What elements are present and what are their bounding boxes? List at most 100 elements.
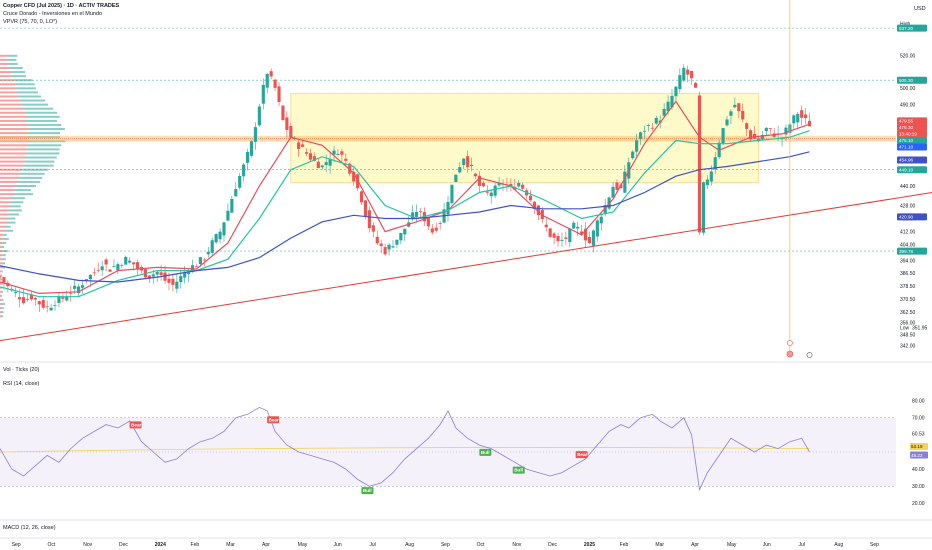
profile-bar-down [0, 128, 29, 130]
rsi-legend[interactable]: RSI (14, close) [3, 380, 39, 388]
legend-indicator[interactable]: VPVR (75, 70, 0, LO*) [3, 18, 119, 26]
profile-bar-up [12, 75, 26, 77]
profile-bar-up [1, 291, 3, 293]
candle-body [403, 229, 406, 235]
candle-body [387, 245, 390, 250]
candle-body [364, 200, 367, 216]
profile-bar-up [27, 148, 60, 150]
profile-bar-up [1, 295, 2, 297]
time-tick-label: Jun [334, 542, 342, 548]
candle-body [171, 279, 174, 285]
candle-body [682, 68, 685, 81]
candle-body [568, 228, 571, 242]
profile-bar-down [0, 246, 2, 248]
profile-bar-up [1, 279, 2, 281]
candle-body [643, 131, 646, 132]
rsi-tick-label: 30.00 [912, 484, 925, 490]
profile-bar-down [0, 230, 6, 232]
profile-bar-down [0, 116, 27, 118]
price-tick-label: 370.50 [900, 297, 916, 303]
candle-body [439, 223, 442, 224]
candle-body [218, 232, 221, 240]
profile-bar-down [0, 108, 24, 110]
profile-bar-down [0, 165, 24, 167]
candle-body [89, 275, 92, 279]
profile-bar-up [20, 173, 45, 175]
candle-body [745, 123, 748, 129]
time-tick-label: Jun [763, 542, 771, 548]
time-tick-label: 2024 [155, 542, 166, 548]
candle-body [305, 152, 308, 154]
profile-bar-down [0, 291, 1, 293]
profile-bar-down [0, 315, 1, 317]
volume-profile [0, 55, 66, 317]
profile-bar-up [7, 59, 16, 61]
profile-bar-up [9, 213, 19, 215]
candle-body [482, 183, 485, 186]
time-tick-label: Jul [798, 542, 804, 548]
profile-bar-down [0, 148, 27, 150]
candle-body [42, 300, 45, 308]
time-tick-label: Apr [691, 542, 699, 548]
profile-bar-up [16, 185, 36, 187]
time-tick-label: Oct [477, 542, 485, 548]
profile-bar-up [18, 181, 40, 183]
candle-body [136, 262, 139, 268]
candle-body [792, 115, 795, 123]
profile-bar-up [11, 197, 25, 199]
candle-body [615, 182, 618, 189]
candle-body [285, 117, 288, 130]
candle-body [592, 230, 595, 245]
profile-bar-down [0, 173, 20, 175]
candle-body [175, 282, 178, 289]
candle-body [262, 85, 265, 104]
candle-body [368, 210, 371, 228]
profile-bar-up [28, 124, 62, 126]
candle-body [399, 233, 402, 240]
candle-body [435, 228, 438, 231]
price-tag-text: 537.20 [899, 26, 913, 31]
candle-body [309, 153, 312, 159]
candle-body [211, 240, 214, 253]
candle-body [69, 293, 72, 294]
candle-body [46, 306, 49, 307]
price-tag-text: 471.10 [899, 145, 913, 150]
price-tick-label: 520.00 [900, 54, 916, 60]
candle-body [737, 103, 740, 111]
candle-body [183, 273, 186, 278]
signal-label: Bull [363, 488, 372, 493]
candle-body [270, 71, 273, 76]
candle-body [564, 237, 567, 238]
candle-body [808, 121, 811, 127]
candle-body [674, 87, 677, 97]
candle-body [112, 266, 115, 267]
candle-body [105, 259, 108, 264]
macd-legend[interactable]: MACD (12, 26, close) [3, 524, 56, 532]
price-tick-label: 428.00 [900, 203, 916, 209]
candle-body [163, 273, 166, 281]
candle-body [317, 162, 320, 168]
profile-bar-up [2, 246, 4, 248]
profile-bar-up [27, 152, 60, 154]
candle-body [572, 223, 575, 229]
price-tick-label: 378.50 [900, 284, 916, 290]
volume-legend[interactable]: Vol · Ticks (20) [3, 366, 39, 374]
profile-bar-up [14, 189, 31, 191]
candle-body [521, 185, 524, 189]
candle-body [686, 70, 689, 75]
currency-label[interactable]: USD [914, 5, 926, 13]
profile-bar-down [0, 209, 10, 211]
profile-bar-down [0, 193, 15, 195]
profile-bar-down [0, 161, 24, 163]
profile-bar-up [2, 307, 4, 309]
time-tick-label: Jul [369, 542, 375, 548]
profile-bar-up [7, 222, 16, 224]
price-tag-text: 475.10 [899, 138, 913, 143]
profile-bar-down [0, 75, 12, 77]
rsi-pane: 20.0030.0040.0047.5853.1960.5370.0080.00… [0, 398, 928, 507]
profile-bar-down [0, 226, 5, 228]
profile-bar-up [28, 144, 62, 146]
profile-bar-down [0, 177, 19, 179]
